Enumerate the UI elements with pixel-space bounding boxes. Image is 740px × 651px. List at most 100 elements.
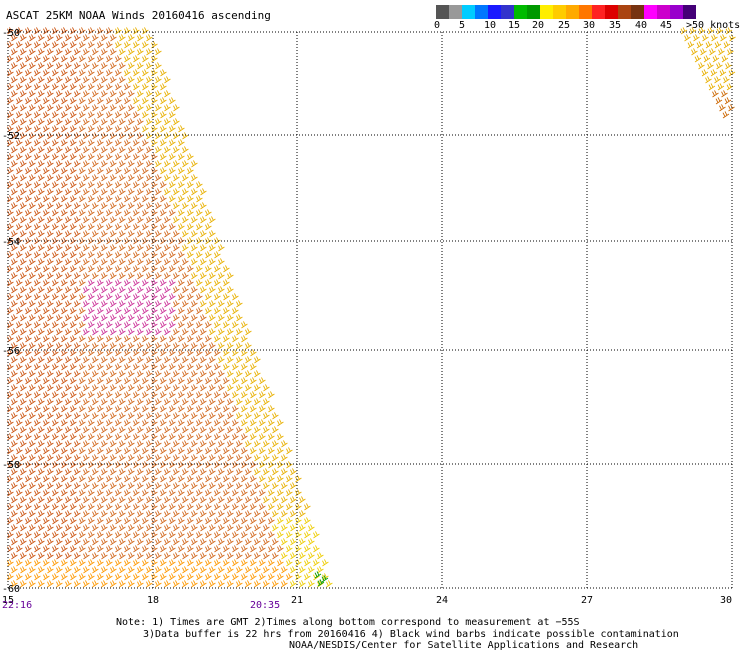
wind-barb [11,90,18,98]
wind-barb [214,279,221,287]
wind-barb [119,34,126,42]
wind-barb [101,90,108,98]
wind-barb [56,580,63,588]
wind-barb [79,321,86,329]
wind-barb [115,307,122,315]
wind-barb [133,293,140,301]
wind-barb [61,531,68,539]
wind-barb [254,370,261,378]
wind-barb [227,468,234,476]
wind-barb [119,482,126,490]
wind-barb [214,559,221,567]
wind-barb [146,314,153,322]
wind-barb [245,468,252,476]
wind-barb [200,342,207,350]
wind-barb [128,286,135,294]
wind-barb [83,202,90,210]
wind-barb [56,496,63,504]
wind-barb [209,370,216,378]
wind-barb [70,321,77,329]
wind-barb [250,447,257,455]
wind-barb [65,48,72,56]
wind-barb [164,426,171,434]
wind-barb [88,559,95,567]
wind-barb [38,258,45,266]
wind-barb [142,69,149,77]
wind-barb [218,272,225,280]
wind-barb [38,300,45,308]
wind-barb [83,328,90,336]
wind-barb [47,202,54,210]
longitude-tick-label: 27 [581,595,593,606]
wind-barb [65,566,72,574]
wind-barb [106,559,113,567]
wind-barb [223,391,230,399]
wind-barb [79,265,86,273]
wind-barb [137,412,144,420]
wind-barb [16,391,23,399]
wind-barb [79,433,86,441]
wind-barb [155,300,162,308]
wind-barb [16,405,23,413]
wind-barb [241,405,248,413]
wind-barb [304,559,311,567]
wind-barb [65,440,72,448]
wind-barb [191,272,198,280]
wind-barb [29,538,36,546]
wind-barb [29,118,36,126]
wind-barb [173,510,180,518]
wind-barb [65,160,72,168]
wind-barb [115,209,122,217]
wind-barb [146,160,153,168]
wind-barb [160,195,167,203]
wind-barb [218,370,225,378]
wind-barb [79,223,86,231]
wind-barb [110,244,117,252]
wind-barb [128,398,135,406]
wind-barb [52,55,59,63]
wind-barb [290,482,297,490]
wind-barb [205,517,212,525]
wind-barb [254,440,261,448]
wind-barb [205,265,212,273]
wind-barb [56,90,63,98]
wind-barb [70,265,77,273]
wind-barb [97,335,104,343]
wind-barb [52,405,59,413]
wind-barb [25,167,32,175]
wind-barb [236,384,243,392]
wind-barb [263,524,270,532]
wind-barb [182,566,189,574]
wind-barb [295,545,302,553]
wind-barb [115,153,122,161]
wind-barb [164,286,171,294]
wind-barb [43,545,50,553]
wind-barb [83,146,90,154]
wind-barb [200,426,207,434]
wind-barb [65,510,72,518]
wind-barb [70,209,77,217]
wind-barb [115,419,122,427]
wind-barb [155,90,162,98]
wind-barb [313,559,320,567]
wind-barb [29,426,36,434]
wind-barb [29,132,36,140]
wind-barb [79,531,86,539]
wind-barb [43,489,50,497]
wind-barb [70,447,77,455]
wind-barb [277,489,284,497]
wind-barb [61,27,68,35]
wind-barb [326,580,333,588]
wind-barb [47,524,54,532]
wind-barb [124,545,131,553]
wind-barb [187,377,194,385]
wind-barb [205,461,212,469]
scale-swatch [579,5,592,19]
wind-barb [160,139,167,147]
wind-barb [133,209,140,217]
wind-barb [38,160,45,168]
wind-barb [11,272,18,280]
wind-barb [227,356,234,364]
wind-barb [272,454,279,462]
wind-barb [97,181,104,189]
